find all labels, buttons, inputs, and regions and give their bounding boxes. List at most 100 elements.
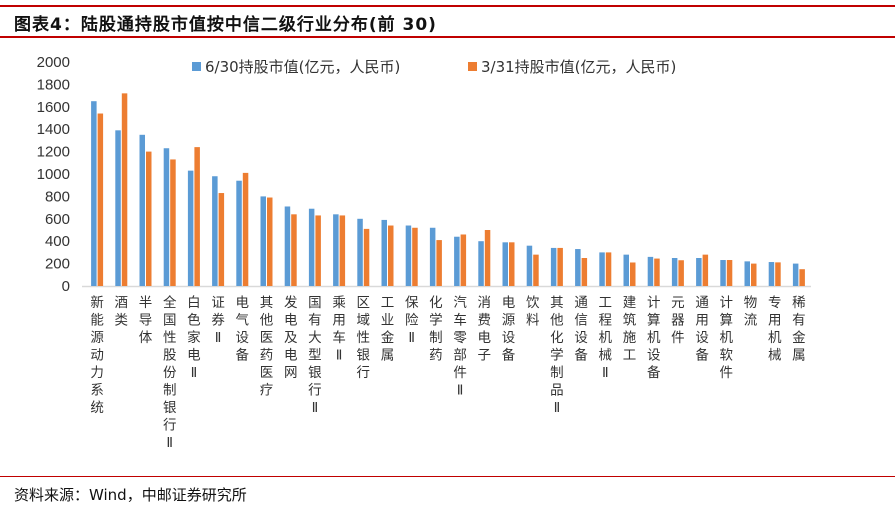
y-tick-label: 1400 bbox=[37, 121, 70, 138]
bar-series2 bbox=[702, 254, 709, 286]
x-tick-label: 工程机械 Ⅱ bbox=[599, 295, 613, 381]
x-tick-label: 专用机械 bbox=[768, 295, 782, 364]
bar-series1 bbox=[163, 148, 170, 286]
bar-series2 bbox=[291, 214, 297, 286]
bar-series1 bbox=[308, 208, 315, 286]
bar-series2 bbox=[509, 242, 515, 286]
x-tick-label: 元器件 bbox=[671, 295, 685, 346]
x-tick-label: 通用设备 bbox=[695, 295, 709, 364]
bar-series1 bbox=[720, 260, 726, 286]
bar-series1 bbox=[599, 252, 605, 286]
bar-series2 bbox=[194, 147, 200, 286]
x-tick-label: 物流 bbox=[744, 295, 758, 329]
bar-series2 bbox=[654, 258, 660, 286]
x-tick-label: 区域性银行 bbox=[357, 295, 371, 381]
bar-series2 bbox=[678, 260, 684, 286]
bar-series1 bbox=[284, 206, 291, 286]
bar-series2 bbox=[339, 215, 346, 286]
source-note: 资料来源：Wind，中邮证券研究所 bbox=[14, 486, 247, 504]
x-tick-label: 建筑施工 bbox=[623, 295, 637, 364]
bar-series1 bbox=[260, 196, 266, 286]
y-tick-label: 400 bbox=[45, 233, 70, 250]
bar-series1 bbox=[429, 227, 436, 286]
bar-series2 bbox=[146, 151, 152, 286]
y-tick-label: 800 bbox=[45, 188, 70, 205]
bar-series1 bbox=[454, 236, 460, 286]
bar-series1 bbox=[792, 263, 799, 286]
bar-series2 bbox=[412, 227, 418, 286]
bar-series2 bbox=[775, 262, 781, 286]
top-rule bbox=[0, 5, 895, 7]
y-tick-label: 1000 bbox=[37, 166, 70, 183]
bar-series1 bbox=[550, 247, 557, 286]
title-rule bbox=[0, 36, 895, 38]
bar-series1 bbox=[236, 180, 242, 286]
bar-series1 bbox=[575, 249, 581, 286]
bar-series1 bbox=[478, 241, 484, 286]
x-tick-label: 汽车零部件 Ⅱ bbox=[453, 295, 467, 399]
x-tick-label: 计算机设备 bbox=[647, 295, 661, 381]
y-tick-label: 1200 bbox=[37, 144, 70, 161]
x-tick-label: 新能源动力系统 bbox=[90, 295, 104, 416]
x-tick-label: 电源设备 bbox=[502, 295, 516, 364]
x-tick-label: 乘用车 Ⅱ bbox=[332, 295, 346, 364]
bar-series2 bbox=[605, 252, 612, 286]
legend-label-1: 6/30持股市值(亿元，人民币) bbox=[205, 58, 400, 76]
x-tick-label: 酒类 bbox=[115, 295, 129, 329]
bar-series2 bbox=[315, 215, 321, 286]
x-tick-label: 消费电子 bbox=[478, 295, 492, 364]
x-tick-label: 证券 Ⅱ bbox=[211, 295, 225, 346]
x-tick-label: 化学制药 bbox=[429, 295, 443, 364]
legend-swatch-2 bbox=[468, 62, 477, 71]
chart-title: 图表4：陆股通持股市值按中信二级行业分布(前 30) bbox=[14, 15, 437, 35]
bar-series1 bbox=[187, 170, 194, 286]
bar-series1 bbox=[768, 262, 775, 286]
bar-series1 bbox=[526, 245, 533, 286]
bar-series2 bbox=[218, 193, 225, 286]
bar-series2 bbox=[242, 172, 249, 286]
bar-series1 bbox=[115, 130, 121, 286]
bar-series2 bbox=[436, 240, 442, 286]
bar-series2 bbox=[581, 258, 588, 286]
x-tick-label: 半导体 bbox=[139, 295, 153, 346]
y-tick-label: 600 bbox=[45, 211, 70, 228]
x-tick-label: 饮料 bbox=[526, 295, 540, 329]
bar-series2 bbox=[751, 263, 757, 286]
bar-series2 bbox=[388, 225, 394, 286]
x-tick-label: 通信设备 bbox=[574, 295, 588, 364]
bar-series2 bbox=[533, 254, 539, 286]
x-tick-label: 稀有金属 bbox=[792, 295, 806, 364]
bar-series2 bbox=[267, 197, 273, 286]
bar-series1 bbox=[381, 219, 387, 286]
x-tick-label: 全国性股份制银行 Ⅱ bbox=[163, 294, 177, 451]
x-tick-label: 电气设备 bbox=[236, 295, 250, 364]
footer-rule bbox=[0, 476, 895, 477]
bar-series2 bbox=[97, 113, 104, 287]
legend-label-2: 3/31持股市值(亿元，人民币) bbox=[481, 58, 676, 76]
bar-series2 bbox=[121, 93, 128, 286]
y-tick-label: 200 bbox=[45, 256, 70, 273]
bar-series1 bbox=[671, 258, 678, 286]
bar-chart: 0 200 400 600 800 1000 1200 1400 1600 1800 2000 新能源… bbox=[37, 54, 811, 451]
bar-series1 bbox=[744, 261, 750, 286]
bar-series2 bbox=[363, 228, 370, 286]
bar-series2 bbox=[460, 234, 467, 286]
legend-swatch-1 bbox=[192, 62, 201, 71]
x-tick-label: 其他化学制品 Ⅱ bbox=[550, 295, 564, 416]
bar-series1 bbox=[333, 214, 339, 286]
bar-series1 bbox=[405, 225, 412, 286]
bar-series2 bbox=[726, 260, 733, 286]
bar-series1 bbox=[357, 218, 363, 286]
bar-series1 bbox=[647, 256, 654, 286]
bar-series1 bbox=[502, 242, 508, 286]
bar-series1 bbox=[696, 258, 702, 286]
bar-series1 bbox=[623, 254, 629, 286]
y-tick-label: 1800 bbox=[37, 76, 70, 93]
bar-series1 bbox=[212, 176, 218, 286]
bar-series1 bbox=[139, 134, 145, 286]
x-tick-label: 保险 Ⅱ bbox=[405, 295, 419, 346]
x-tick-label: 发电及电网 bbox=[284, 295, 298, 381]
x-tick-label: 工业金属 bbox=[381, 295, 395, 364]
y-tick-label: 2000 bbox=[37, 54, 70, 71]
bar-series2 bbox=[484, 230, 491, 286]
